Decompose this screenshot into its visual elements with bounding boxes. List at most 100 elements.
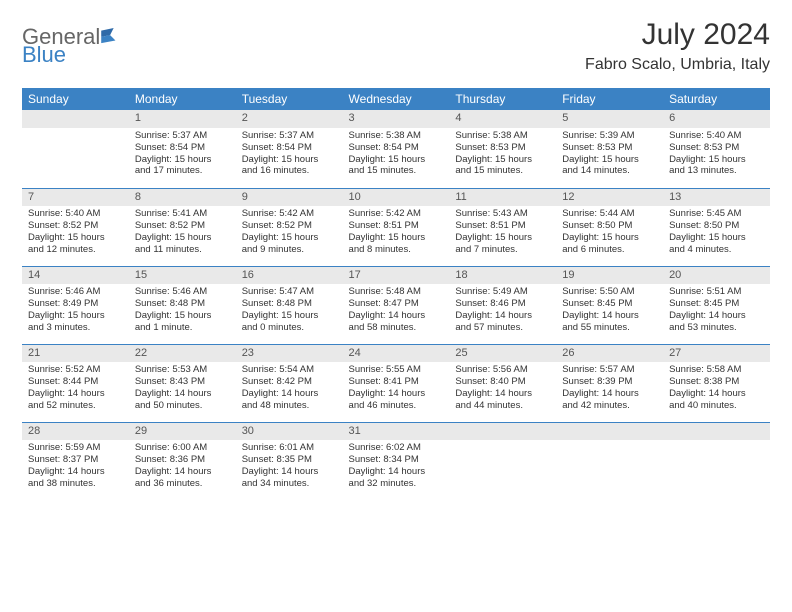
day-number [556,423,663,441]
day-info: Sunrise: 5:53 AMSunset: 8:43 PMDaylight:… [129,362,236,416]
day-info: Sunrise: 5:40 AMSunset: 8:52 PMDaylight:… [22,206,129,260]
day-number: 21 [22,345,129,363]
day-number: 2 [236,110,343,128]
day-number: 19 [556,267,663,285]
sunrise-line: Sunrise: 5:39 AM [562,130,657,142]
sunset-line: Sunset: 8:45 PM [562,298,657,310]
sunset-line: Sunset: 8:54 PM [349,142,444,154]
sunrise-line: Sunrise: 5:37 AM [135,130,230,142]
calendar-cell [556,422,663,500]
day-info: Sunrise: 5:44 AMSunset: 8:50 PMDaylight:… [556,206,663,260]
calendar-cell [22,110,129,188]
sunset-line: Sunset: 8:43 PM [135,376,230,388]
sunset-line: Sunset: 8:54 PM [135,142,230,154]
day-info: Sunrise: 6:01 AMSunset: 8:35 PMDaylight:… [236,440,343,494]
page-title: July 2024 [585,18,770,52]
day-number [449,423,556,441]
day-number: 6 [663,110,770,128]
sunset-line: Sunset: 8:50 PM [669,220,764,232]
day-number [22,110,129,128]
sunrise-line: Sunrise: 5:51 AM [669,286,764,298]
calendar-cell: 12Sunrise: 5:44 AMSunset: 8:50 PMDayligh… [556,188,663,266]
day-info: Sunrise: 5:48 AMSunset: 8:47 PMDaylight:… [343,284,450,338]
sunset-line: Sunset: 8:42 PM [242,376,337,388]
sunrise-line: Sunrise: 6:02 AM [349,442,444,454]
sunset-line: Sunset: 8:44 PM [28,376,123,388]
sunset-line: Sunset: 8:36 PM [135,454,230,466]
day-number [663,423,770,441]
day-number: 31 [343,423,450,441]
day-number: 9 [236,189,343,207]
sunset-line: Sunset: 8:46 PM [455,298,550,310]
calendar-cell: 18Sunrise: 5:49 AMSunset: 8:46 PMDayligh… [449,266,556,344]
day-number: 26 [556,345,663,363]
daylight-line: Daylight: 14 hours and 55 minutes. [562,310,657,334]
day-number: 15 [129,267,236,285]
calendar-cell: 28Sunrise: 5:59 AMSunset: 8:37 PMDayligh… [22,422,129,500]
sunrise-line: Sunrise: 5:38 AM [455,130,550,142]
sunrise-line: Sunrise: 5:58 AM [669,364,764,376]
sunrise-line: Sunrise: 5:41 AM [135,208,230,220]
sunset-line: Sunset: 8:37 PM [28,454,123,466]
day-info: Sunrise: 5:42 AMSunset: 8:52 PMDaylight:… [236,206,343,260]
sunset-line: Sunset: 8:50 PM [562,220,657,232]
day-info: Sunrise: 5:47 AMSunset: 8:48 PMDaylight:… [236,284,343,338]
calendar-cell [663,422,770,500]
sunset-line: Sunset: 8:48 PM [135,298,230,310]
daylight-line: Daylight: 15 hours and 15 minutes. [349,154,444,178]
day-number: 13 [663,189,770,207]
sunrise-line: Sunrise: 5:59 AM [28,442,123,454]
sunrise-line: Sunrise: 5:40 AM [669,130,764,142]
day-info: Sunrise: 5:40 AMSunset: 8:53 PMDaylight:… [663,128,770,182]
brand-logo: GeneralBlue [22,18,121,70]
calendar-cell: 10Sunrise: 5:42 AMSunset: 8:51 PMDayligh… [343,188,450,266]
day-number: 8 [129,189,236,207]
daylight-line: Daylight: 15 hours and 12 minutes. [28,232,123,256]
sunrise-line: Sunrise: 5:42 AM [242,208,337,220]
day-number: 10 [343,189,450,207]
sunrise-line: Sunrise: 5:52 AM [28,364,123,376]
daylight-line: Daylight: 15 hours and 15 minutes. [455,154,550,178]
daylight-line: Daylight: 14 hours and 38 minutes. [28,466,123,490]
daylight-line: Daylight: 14 hours and 44 minutes. [455,388,550,412]
sunset-line: Sunset: 8:52 PM [28,220,123,232]
day-info: Sunrise: 5:45 AMSunset: 8:50 PMDaylight:… [663,206,770,260]
day-info: Sunrise: 5:37 AMSunset: 8:54 PMDaylight:… [129,128,236,182]
day-number: 22 [129,345,236,363]
sunrise-line: Sunrise: 5:38 AM [349,130,444,142]
day-info: Sunrise: 5:39 AMSunset: 8:53 PMDaylight:… [556,128,663,182]
sunset-line: Sunset: 8:48 PM [242,298,337,310]
sunrise-line: Sunrise: 5:49 AM [455,286,550,298]
weekday-header: Saturday [663,88,770,110]
day-number: 29 [129,423,236,441]
daylight-line: Daylight: 14 hours and 36 minutes. [135,466,230,490]
sunset-line: Sunset: 8:53 PM [562,142,657,154]
calendar-cell: 2Sunrise: 5:37 AMSunset: 8:54 PMDaylight… [236,110,343,188]
sunset-line: Sunset: 8:53 PM [669,142,764,154]
day-info: Sunrise: 5:38 AMSunset: 8:53 PMDaylight:… [449,128,556,182]
weekday-header: Sunday [22,88,129,110]
calendar-cell: 6Sunrise: 5:40 AMSunset: 8:53 PMDaylight… [663,110,770,188]
sunset-line: Sunset: 8:34 PM [349,454,444,466]
calendar-cell: 4Sunrise: 5:38 AMSunset: 8:53 PMDaylight… [449,110,556,188]
sunrise-line: Sunrise: 6:00 AM [135,442,230,454]
calendar-cell: 1Sunrise: 5:37 AMSunset: 8:54 PMDaylight… [129,110,236,188]
calendar-cell [449,422,556,500]
day-number: 1 [129,110,236,128]
calendar-row: 14Sunrise: 5:46 AMSunset: 8:49 PMDayligh… [22,266,770,344]
weekday-header: Tuesday [236,88,343,110]
calendar-cell: 31Sunrise: 6:02 AMSunset: 8:34 PMDayligh… [343,422,450,500]
title-block: July 2024 Fabro Scalo, Umbria, Italy [585,18,770,74]
calendar-cell: 30Sunrise: 6:01 AMSunset: 8:35 PMDayligh… [236,422,343,500]
sunrise-line: Sunrise: 5:55 AM [349,364,444,376]
weekday-header: Wednesday [343,88,450,110]
daylight-line: Daylight: 15 hours and 8 minutes. [349,232,444,256]
sunset-line: Sunset: 8:53 PM [455,142,550,154]
sunrise-line: Sunrise: 5:46 AM [28,286,123,298]
daylight-line: Daylight: 14 hours and 46 minutes. [349,388,444,412]
day-number: 4 [449,110,556,128]
sunrise-line: Sunrise: 5:45 AM [669,208,764,220]
sunrise-line: Sunrise: 5:57 AM [562,364,657,376]
calendar-row: 28Sunrise: 5:59 AMSunset: 8:37 PMDayligh… [22,422,770,500]
calendar-cell: 23Sunrise: 5:54 AMSunset: 8:42 PMDayligh… [236,344,343,422]
